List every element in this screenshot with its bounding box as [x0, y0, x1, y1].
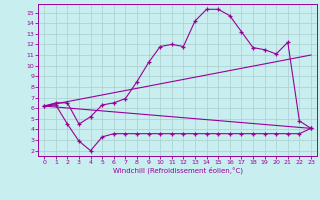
- X-axis label: Windchill (Refroidissement éolien,°C): Windchill (Refroidissement éolien,°C): [113, 167, 243, 174]
